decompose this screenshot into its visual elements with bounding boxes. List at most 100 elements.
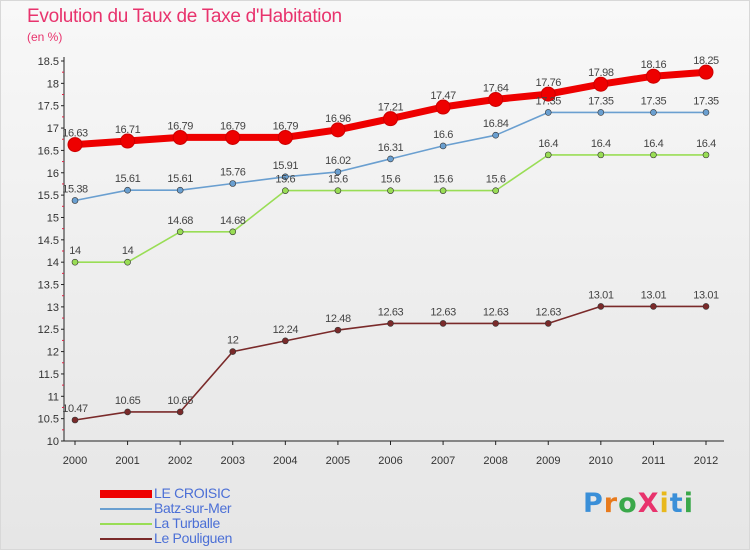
data-label: 13.01: [641, 289, 667, 301]
data-label: 16.02: [325, 155, 351, 167]
data-label: 17.35: [641, 95, 667, 107]
data-point: [597, 151, 605, 159]
data-label: 12.63: [535, 306, 561, 318]
data-point: [439, 320, 447, 327]
data-point: [176, 228, 184, 236]
data-point: [488, 91, 504, 107]
data-label: 16.4: [696, 138, 716, 150]
data-point: [282, 337, 289, 345]
data-label: 14.68: [167, 215, 193, 227]
data-label: 16.63: [62, 128, 88, 140]
data-point: [334, 326, 342, 334]
data-point: [67, 137, 83, 153]
data-point: [593, 76, 609, 92]
data-label: 16.84: [483, 118, 509, 130]
data-point: [176, 408, 184, 416]
y-tick-label: 12.5: [38, 324, 59, 336]
x-tick-label: 2003: [221, 455, 245, 467]
data-label: 16.31: [378, 142, 404, 154]
y-tick-label: 17: [47, 123, 59, 135]
data-point: [334, 168, 342, 176]
legend-swatch: [100, 501, 152, 516]
data-point: [702, 303, 710, 310]
data-point: [492, 320, 499, 327]
series-line-2: [74, 154, 707, 264]
data-point: [71, 416, 79, 424]
data-label: 15.6: [328, 174, 348, 186]
data-label: 12: [227, 335, 239, 347]
data-point: [229, 348, 237, 355]
data-label: 15.6: [275, 174, 295, 186]
data-point: [387, 320, 394, 327]
legend-label: Batz-sur-Mer: [154, 500, 232, 516]
y-tick-label: 18.5: [38, 56, 59, 68]
legend-label: La Turballe: [154, 515, 220, 531]
data-label: 17.98: [588, 67, 614, 79]
y-tick-label: 10.5: [38, 414, 59, 426]
x-tick-label: 2007: [431, 455, 455, 467]
y-tick-label: 12: [47, 347, 59, 359]
data-point: [435, 99, 451, 115]
data-label: 15.6: [381, 174, 401, 186]
data-point: [282, 187, 289, 194]
data-point: [71, 258, 79, 266]
brand-logo: ProXiti: [583, 488, 694, 519]
data-label: 16.79: [273, 120, 299, 132]
data-point: [334, 187, 342, 194]
data-point: [120, 133, 136, 149]
data-label: 15.38: [62, 183, 88, 195]
x-tick-label: 2012: [694, 455, 718, 467]
data-point: [650, 151, 657, 159]
y-tick-label: 11: [48, 391, 59, 403]
data-label: 15.61: [167, 173, 193, 185]
y-tick-label: 11.5: [38, 369, 59, 381]
data-point: [229, 180, 237, 187]
data-label: 15.91: [273, 160, 299, 172]
brand-letter: i: [659, 488, 670, 519]
data-label: 15.76: [220, 166, 246, 178]
y-tick-label: 13: [47, 302, 59, 314]
data-point: [702, 151, 710, 159]
data-point: [330, 122, 346, 138]
data-label: 14: [122, 245, 134, 257]
data-label: 14.68: [220, 215, 246, 227]
data-point: [439, 142, 447, 150]
brand-letter: o: [618, 488, 638, 519]
brand-letter: t: [669, 488, 684, 519]
data-point: [124, 408, 131, 416]
data-point: [277, 129, 293, 145]
data-label: 12.63: [378, 306, 404, 318]
data-label: 16.79: [167, 120, 193, 132]
x-tick-label: 2008: [483, 455, 507, 467]
data-label: 16.4: [644, 138, 664, 150]
data-label: 16.4: [591, 138, 611, 150]
y-tick-label: 14: [47, 257, 59, 269]
data-point: [124, 186, 131, 194]
data-point: [544, 151, 552, 159]
data-point: [387, 155, 394, 163]
brand-letter: X: [637, 488, 660, 519]
y-tick-label: 10: [47, 436, 59, 448]
x-tick-label: 2004: [273, 455, 297, 467]
data-label: 17.35: [535, 95, 561, 107]
data-label: 15.6: [433, 174, 453, 186]
y-tick-label: 15.5: [38, 190, 59, 202]
x-tick-label: 2011: [642, 455, 666, 467]
data-label: 17.47: [430, 90, 456, 102]
chart-title: Evolution du Taux de Taxe d'Habitation: [27, 6, 342, 27]
x-tick-label: 2010: [589, 455, 613, 467]
data-label: 15.6: [486, 174, 506, 186]
data-label: 15.61: [115, 173, 141, 185]
data-point: [650, 109, 657, 116]
data-label: 16.79: [220, 120, 246, 132]
data-point: [282, 173, 289, 181]
brand-letter: i: [683, 488, 694, 519]
data-point: [225, 129, 241, 145]
data-point: [698, 64, 714, 80]
legend-label: LE CROISIC: [154, 485, 231, 501]
data-label: 17.21: [378, 102, 404, 114]
y-tick-label: 18: [47, 78, 59, 90]
y-tick-label: 16: [47, 168, 59, 180]
data-label: 17.64: [483, 82, 509, 94]
y-tick-label: 14.5: [38, 235, 59, 247]
